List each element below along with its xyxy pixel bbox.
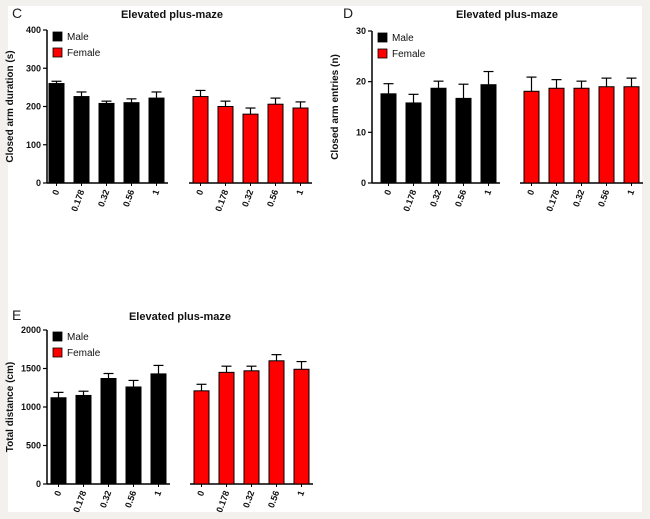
bar-female-1 [293, 368, 310, 485]
x-tick-label: 1 [295, 489, 306, 497]
bar-male-0 [380, 93, 397, 184]
bar-male-0.56 [455, 97, 472, 184]
bar-male-0.56 [125, 386, 142, 485]
y-tick-label: 500 [26, 441, 41, 451]
bar-female-1 [623, 86, 640, 184]
x-tick-label: 0 [194, 188, 205, 196]
x-tick-label: 0 [382, 188, 393, 196]
x-tick-label: 0 [52, 489, 63, 497]
y-tick-label: 20 [356, 77, 366, 87]
bar-male-0 [48, 83, 65, 184]
bar-male-0.32 [100, 378, 117, 485]
bar-female-0.56 [598, 86, 615, 184]
legend-swatch-male [52, 31, 63, 42]
legend-label-female: Female [67, 348, 101, 359]
y-tick-label: 300 [26, 63, 41, 73]
panel-letter: D [343, 5, 353, 21]
bar-female-0.32 [573, 87, 590, 184]
bar-male-0.178 [73, 96, 90, 184]
y-tick-label: 400 [26, 25, 41, 35]
y-tick-label: 0 [36, 178, 41, 188]
chart-title: Elevated plus-maze [456, 9, 558, 21]
bar-male-0.32 [98, 102, 115, 184]
bar-female-0.32 [243, 370, 260, 485]
bar-male-0 [50, 397, 67, 485]
legend-swatch-male [377, 32, 388, 43]
bar-male-0.178 [75, 394, 92, 485]
x-tick-label: 1 [482, 188, 493, 196]
x-tick-label: 0 [525, 188, 536, 196]
legend-label-female: Female [392, 49, 426, 60]
x-tick-label: 1 [625, 188, 636, 196]
legend-label-male: Male [67, 32, 89, 43]
bar-male-1 [150, 373, 167, 485]
chart-title: Elevated plus-maze [121, 9, 223, 21]
chart-title: Elevated plus-maze [129, 311, 231, 323]
y-tick-label: 2000 [21, 325, 41, 335]
y-axis-label: Total distance (cm) [5, 362, 16, 452]
bar-male-1 [148, 97, 165, 184]
bar-female-0 [192, 96, 209, 184]
y-tick-label: 100 [26, 140, 41, 150]
y-tick-label: 1500 [21, 364, 41, 374]
bar-female-0.178 [548, 87, 565, 184]
y-tick-label: 1000 [21, 402, 41, 412]
bar-female-0.56 [268, 360, 285, 485]
y-axis-label: Closed arm entries (n) [330, 54, 341, 160]
bar-female-0.56 [267, 103, 284, 184]
legend-swatch-male [52, 331, 63, 342]
x-tick-label: 1 [294, 188, 305, 196]
bar-male-0.56 [123, 102, 140, 184]
x-tick-label: 0 [50, 188, 61, 196]
bar-male-1 [480, 84, 497, 184]
y-tick-label: 0 [361, 178, 366, 188]
panel-letter: E [12, 307, 21, 323]
y-tick-label: 10 [356, 127, 366, 137]
bar-female-1 [292, 107, 309, 184]
y-tick-label: 30 [356, 26, 366, 36]
x-tick-label: 0 [195, 489, 206, 497]
bar-female-0.32 [242, 113, 259, 184]
y-tick-label: 200 [26, 102, 41, 112]
legend-label-female: Female [67, 48, 101, 59]
x-tick-label: 1 [150, 188, 161, 196]
legend-swatch-female [377, 48, 388, 59]
bar-female-0 [193, 390, 210, 485]
x-tick-label: 1 [152, 489, 163, 497]
legend-swatch-female [52, 347, 63, 358]
y-axis-label: Closed arm duration (s) [5, 50, 16, 162]
panel-letter: C [12, 5, 22, 21]
y-tick-label: 0 [36, 479, 41, 489]
legend-label-male: Male [392, 33, 414, 44]
legend-swatch-female [52, 47, 63, 58]
bar-female-0 [523, 90, 540, 184]
bar-female-0.178 [217, 106, 234, 184]
bar-male-0.32 [430, 87, 447, 184]
bar-female-0.178 [218, 371, 235, 485]
bar-male-0.178 [405, 102, 422, 184]
legend-label-male: Male [67, 332, 89, 343]
